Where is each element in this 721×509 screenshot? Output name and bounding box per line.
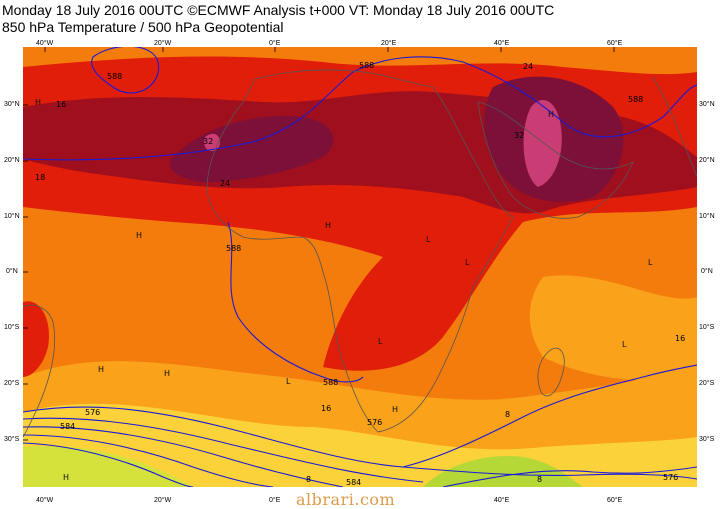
lon-label: 40°E <box>494 497 510 504</box>
contour-label: 588 <box>359 61 374 70</box>
pressure-marker: L <box>622 340 627 349</box>
temperature-label: 16 <box>675 334 685 343</box>
watermark: albrari.com <box>296 490 396 509</box>
lon-label: 0°E <box>269 40 281 47</box>
temperature-label: 8 <box>306 475 311 484</box>
lon-label: 60°E <box>607 497 623 504</box>
contour-584 <box>23 406 697 480</box>
pressure-marker: H <box>35 98 41 107</box>
pressure-marker: H <box>392 405 398 414</box>
contour-label: 576 <box>367 418 382 427</box>
contour-southeast <box>442 466 697 487</box>
lon-label: 40°E <box>494 40 510 47</box>
lat-label: 30°N <box>4 101 20 108</box>
contour-label: 588 <box>628 95 643 104</box>
temperature-label: 8 <box>537 475 542 484</box>
contour-label: 576 <box>663 473 678 482</box>
temperature-label: 8 <box>505 410 510 419</box>
contour-label: 584 <box>346 478 361 487</box>
lat-label: 20°N <box>699 157 715 164</box>
pressure-marker: L <box>378 337 383 346</box>
temperature-label: 18 <box>35 173 45 182</box>
contour-label: 588 <box>323 378 338 387</box>
contour-576-d <box>23 442 194 487</box>
pressure-marker: L <box>426 235 431 244</box>
extreme-zone-sahara <box>169 116 334 182</box>
lon-label: 40°W <box>36 40 54 47</box>
contour-label: 588 <box>226 244 241 253</box>
contour-576-a <box>23 417 424 483</box>
temperature-label: 32 <box>514 131 524 140</box>
lon-label: 60°E <box>607 40 623 47</box>
chart-title: Monday 18 July 2016 00UTC ©ECMWF Analysi… <box>2 2 555 18</box>
lat-label: 30°S <box>699 436 715 443</box>
pressure-marker: H <box>325 221 331 230</box>
contour-label: 584 <box>60 422 75 431</box>
cold-zone-west <box>23 446 193 487</box>
contour-label: 576 <box>85 408 100 417</box>
coastline-africa <box>206 69 514 433</box>
pressure-marker: H <box>164 369 170 378</box>
pressure-marker: L <box>286 377 291 386</box>
lat-label: 10°N <box>699 213 715 220</box>
temperature-label: 32 <box>203 137 213 146</box>
lon-label: 20°W <box>154 497 172 504</box>
weather-map: 588 588 588 588 588 584 576 576 576 584 … <box>23 47 697 487</box>
temperature-label: 16 <box>56 100 66 109</box>
pressure-marker: L <box>465 258 470 267</box>
pressure-marker: L <box>648 258 653 267</box>
contour-576-b <box>23 426 344 487</box>
temperature-label: 24 <box>220 179 230 188</box>
temperature-label: 24 <box>523 62 533 71</box>
contour-588-north <box>23 56 697 161</box>
chart-subtitle: 850 hPa Temperature / 500 hPa Geopotenti… <box>2 19 284 35</box>
coastline-arabia <box>477 101 634 219</box>
temperature-label: 16 <box>321 404 331 413</box>
lat-label: 30°N <box>699 101 715 108</box>
pressure-marker: H <box>98 365 104 374</box>
lon-label: 20°E <box>381 40 397 47</box>
contour-588-africa <box>227 221 364 383</box>
peak-zone-arabia <box>523 99 562 187</box>
pressure-marker: H <box>136 231 142 240</box>
lat-label: 10°N <box>4 213 20 220</box>
coastline-south-america <box>23 304 56 438</box>
lat-label: 0°N <box>701 268 713 275</box>
contour-east <box>402 364 697 468</box>
contour-576-c <box>23 434 274 487</box>
lat-label: 20°N <box>4 157 20 164</box>
lat-label: 20°S <box>4 380 20 387</box>
lat-label: 30°S <box>4 436 20 443</box>
lat-label: 10°S <box>4 324 20 331</box>
contour-588-loop <box>91 47 160 94</box>
lon-label: 40°W <box>36 497 54 504</box>
lon-label: 0°E <box>269 497 281 504</box>
pressure-marker: H <box>548 110 554 119</box>
pressure-marker: H <box>63 473 69 482</box>
lat-label: 20°S <box>699 380 715 387</box>
coastline-india <box>652 76 697 178</box>
cold-zone <box>423 456 583 487</box>
contour-label: 588 <box>107 72 122 81</box>
mild-zone-east <box>529 275 697 381</box>
coastline-madagascar <box>537 347 565 397</box>
hot-zone-west <box>23 301 49 377</box>
lat-label: 0°N <box>6 268 18 275</box>
lat-label: 10°S <box>699 324 715 331</box>
lon-label: 20°W <box>154 40 172 47</box>
